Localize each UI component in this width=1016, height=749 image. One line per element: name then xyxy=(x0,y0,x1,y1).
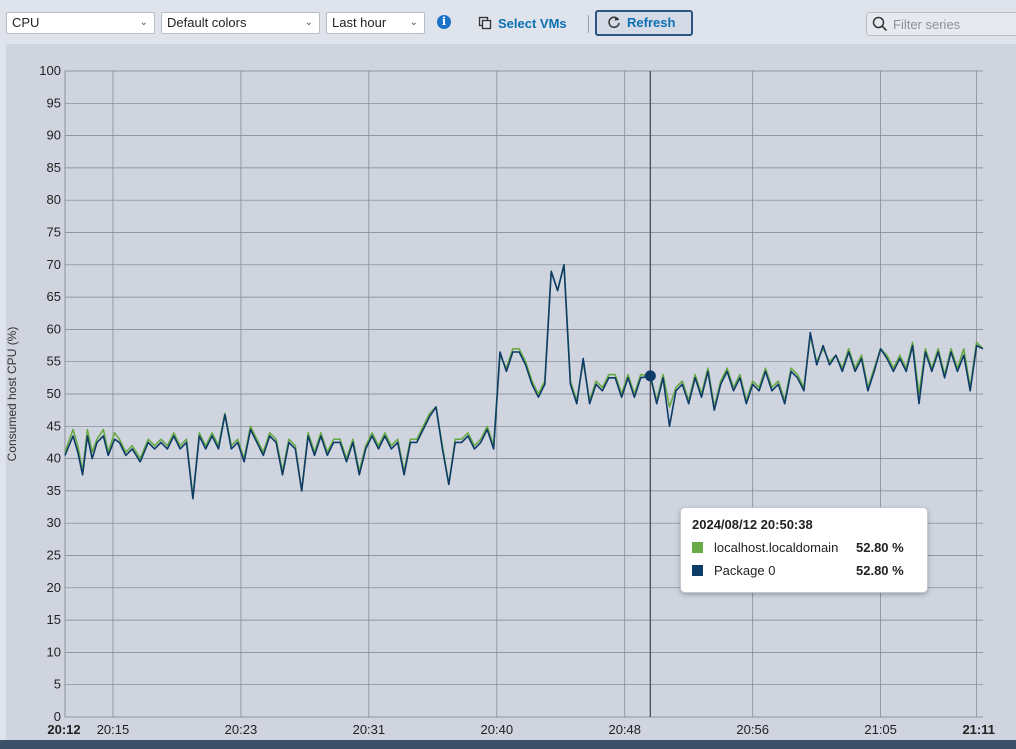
y-tick-label: 40 xyxy=(47,451,61,466)
search-icon xyxy=(872,16,888,32)
chart-grid xyxy=(64,70,983,718)
y-tick-label: 95 xyxy=(47,95,61,110)
y-tick-label: 45 xyxy=(47,418,61,433)
y-axis-ticks: 0 5 10 15 20 25 30 35 40 45 50 55 60 65 70 75 80 85 90 95 10… xyxy=(39,63,61,724)
x-tick-label: 20:23 xyxy=(225,722,258,737)
y-tick-label: 75 xyxy=(47,225,61,240)
x-tick-label: 21:05 xyxy=(864,722,897,737)
x-tick-label: 20:48 xyxy=(608,722,641,737)
chevron-down-icon: ⌄ xyxy=(139,17,148,28)
y-tick-label: 60 xyxy=(47,321,61,336)
metric-select-value: CPU xyxy=(12,15,40,30)
x-tick-label: 21:11 xyxy=(962,722,995,737)
y-tick-label: 55 xyxy=(47,354,61,369)
chevron-down-icon: ⌄ xyxy=(409,17,418,28)
y-tick-label: 85 xyxy=(47,160,61,175)
y-tick-label: 10 xyxy=(47,644,61,659)
tooltip-row: localhost.localdomain 52.80 % xyxy=(692,540,922,556)
chevron-down-icon: ⌄ xyxy=(304,17,313,28)
toolbar-divider xyxy=(588,15,589,33)
y-axis-label: Consumed host CPU (%) xyxy=(6,327,19,462)
y-tick-label: 25 xyxy=(47,548,61,563)
vm-group-icon xyxy=(478,16,492,30)
y-tick-label: 100 xyxy=(39,63,61,78)
time-range-select-value: Last hour xyxy=(332,15,387,30)
x-tick-label: 20:31 xyxy=(353,722,386,737)
select-vms-button[interactable]: Select VMs xyxy=(478,14,567,34)
x-tick-label: 20:15 xyxy=(97,722,130,737)
x-tick-label: 20:40 xyxy=(481,722,514,737)
legend-swatch-package-0 xyxy=(692,565,703,576)
x-tick-label: 20:56 xyxy=(736,722,769,737)
hover-tooltip: 2024/08/12 20:50:38 localhost.localdomai… xyxy=(680,507,928,593)
y-tick-label: 20 xyxy=(47,580,61,595)
series-line xyxy=(64,264,984,500)
y-tick-label: 80 xyxy=(47,192,61,207)
y-tick-label: 70 xyxy=(47,257,61,272)
tooltip-series-name: Package 0 xyxy=(714,563,776,578)
y-tick-label: 90 xyxy=(47,128,61,143)
y-tick-label: 15 xyxy=(47,612,61,627)
x-tick-label: 20:12 xyxy=(47,722,80,737)
y-tick-label: 5 xyxy=(54,677,61,692)
refresh-icon xyxy=(608,16,620,29)
x-axis-ticks: 20:12 20:15 20:23 20:31 20:40 20:48 20:56 21:05… xyxy=(47,722,995,737)
y-tick-label: 65 xyxy=(47,289,61,304)
color-scheme-select[interactable]: Default colors ⌄ xyxy=(161,12,320,34)
tooltip-series-value: 52.80 % xyxy=(856,540,904,555)
tooltip-timestamp: 2024/08/12 20:50:38 xyxy=(692,517,813,532)
toolbar: CPU ⌄ Default colors ⌄ Last hour ⌄ i Sel… xyxy=(0,0,1016,44)
select-vms-label: Select VMs xyxy=(498,16,567,31)
hover-marker xyxy=(644,370,656,382)
info-icon[interactable]: i xyxy=(437,15,451,29)
chart-panel: 0 5 10 15 20 25 30 35 40 45 50 55 60 65 70 75 80 85 90 95 10… xyxy=(6,44,1016,740)
time-range-select[interactable]: Last hour ⌄ xyxy=(326,12,425,34)
filter-series-input[interactable] xyxy=(893,15,1013,33)
refresh-label: Refresh xyxy=(627,15,676,30)
legend-swatch-localhost xyxy=(692,542,703,553)
y-tick-label: 35 xyxy=(47,483,61,498)
metric-select[interactable]: CPU ⌄ xyxy=(6,12,155,34)
filter-series-box[interactable] xyxy=(866,12,1016,36)
refresh-button[interactable]: Refresh xyxy=(595,10,693,36)
tooltip-row: Package 0 52.80 % xyxy=(692,563,922,579)
bottom-scrollbar[interactable] xyxy=(0,740,1016,749)
tooltip-series-value: 52.80 % xyxy=(856,563,904,578)
cpu-line-chart: 0 5 10 15 20 25 30 35 40 45 50 55 60 65 70 75 80 85 90 95 10… xyxy=(6,63,995,737)
y-tick-label: 30 xyxy=(47,515,61,530)
tooltip-series-name: localhost.localdomain xyxy=(714,540,839,555)
color-scheme-select-value: Default colors xyxy=(167,15,247,30)
series-line xyxy=(64,264,984,499)
y-tick-label: 0 xyxy=(54,709,61,724)
chart-series xyxy=(64,264,984,500)
y-tick-label: 50 xyxy=(47,386,61,401)
